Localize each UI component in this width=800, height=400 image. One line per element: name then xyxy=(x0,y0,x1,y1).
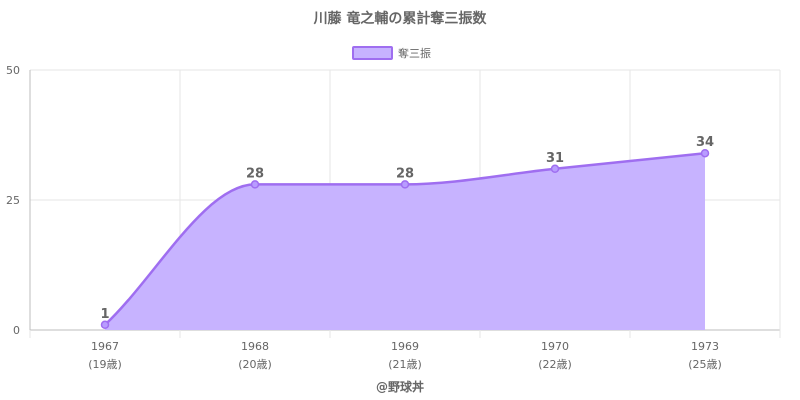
x-tick-label: 1969 xyxy=(391,340,419,353)
data-label: 1 xyxy=(100,307,109,322)
x-tick-label: 1973 xyxy=(691,340,719,353)
chart-footer: @野球丼 xyxy=(376,379,424,394)
x-tick-sublabel: (19歳) xyxy=(88,358,122,371)
series-area xyxy=(105,153,705,330)
data-point xyxy=(100,320,110,330)
data-label: 28 xyxy=(246,166,264,181)
data-point xyxy=(250,180,260,189)
x-tick-sublabel: (25歳) xyxy=(688,358,722,371)
x-tick-sublabel: (20歳) xyxy=(238,358,272,371)
data-point xyxy=(550,164,560,174)
x-tick-label: 1968 xyxy=(241,340,269,353)
chart-title: 川藤 竜之輔の累計奪三振数 xyxy=(313,10,488,27)
legend: 奪三振 xyxy=(352,46,431,60)
x-tick-label: 1970 xyxy=(541,340,569,353)
data-label: 31 xyxy=(546,151,564,166)
labels-layer: 1 28 28 31 34 1967 (19歳) 1968 (20歳) 1969 (21歳) 1970… xyxy=(88,135,722,371)
data-label: 28 xyxy=(396,166,414,181)
x-tick-label: 1967 xyxy=(91,340,119,353)
y-tick-label: 50 xyxy=(6,64,20,77)
y-tick-label: 0 xyxy=(13,324,20,337)
marks-layer xyxy=(100,148,710,330)
data-point xyxy=(400,180,410,189)
legend-label: 奪三振 xyxy=(398,46,431,60)
y-tick-label: 25 xyxy=(6,194,20,207)
x-tick-sublabel: (21歳) xyxy=(388,358,422,371)
data-point xyxy=(700,148,710,158)
data-label: 34 xyxy=(696,135,714,150)
x-tick-sublabel: (22歳) xyxy=(538,358,572,371)
legend-swatch xyxy=(352,46,393,60)
